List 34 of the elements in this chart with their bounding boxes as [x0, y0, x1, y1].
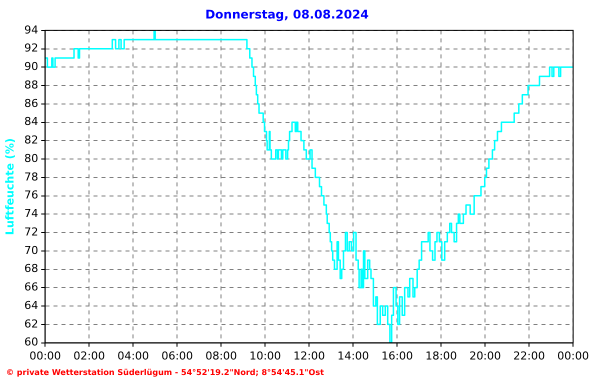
x-tick-label: 16:00 [381, 349, 414, 362]
text: © private Wetterstation Süderlügum - 54°52'19.2"Nord; 8°54'45.1"Ost [5, 367, 325, 379]
y-tick-label: 78 [24, 170, 38, 184]
y-tick-label: 82 [24, 134, 38, 147]
y-tick-label: 76 [24, 188, 38, 202]
y-tick-label: 70 [24, 244, 38, 257]
x-tick-label: 14:00 [337, 349, 370, 362]
x-tick-label: 10:00 [249, 349, 282, 362]
y-tick-label: 60 [24, 336, 38, 349]
x-tick-label: 20:00 [469, 349, 502, 362]
y-tick-label: 74 [24, 207, 38, 220]
x-tick-label: 08:00 [205, 349, 238, 362]
x-tick-label: 12:00 [293, 349, 326, 362]
y-tick-label: 66 [24, 280, 38, 294]
y-tick-label: 62 [24, 317, 38, 330]
y-axis-title: Luftfeuchte (%) [3, 138, 16, 236]
y-tick-label: 86 [24, 96, 38, 110]
x-tick-label: 04:00 [117, 349, 150, 362]
y-tick-label: 94 [24, 23, 38, 36]
x-tick-label: 02:00 [73, 349, 106, 362]
x-tick-label: 00:00 [557, 349, 589, 362]
y-tick-label: 84 [24, 115, 38, 128]
y-tick-label: 68 [24, 262, 38, 276]
x-tick-label: 22:00 [513, 349, 546, 362]
chart-title: Donnerstag, 08.08.2024 [205, 7, 369, 22]
y-tick-label: 72 [24, 225, 38, 238]
x-tick-label: 00:00 [29, 349, 62, 362]
y-tick-label: 80 [24, 152, 38, 165]
y-tick-label: 64 [24, 298, 38, 312]
x-tick-label: 06:00 [161, 349, 194, 362]
y-tick-label: 92 [24, 42, 38, 55]
y-tick-label: 90 [24, 60, 38, 74]
y-tick-label: 88 [24, 78, 38, 92]
x-tick-label: 18:00 [425, 349, 458, 362]
